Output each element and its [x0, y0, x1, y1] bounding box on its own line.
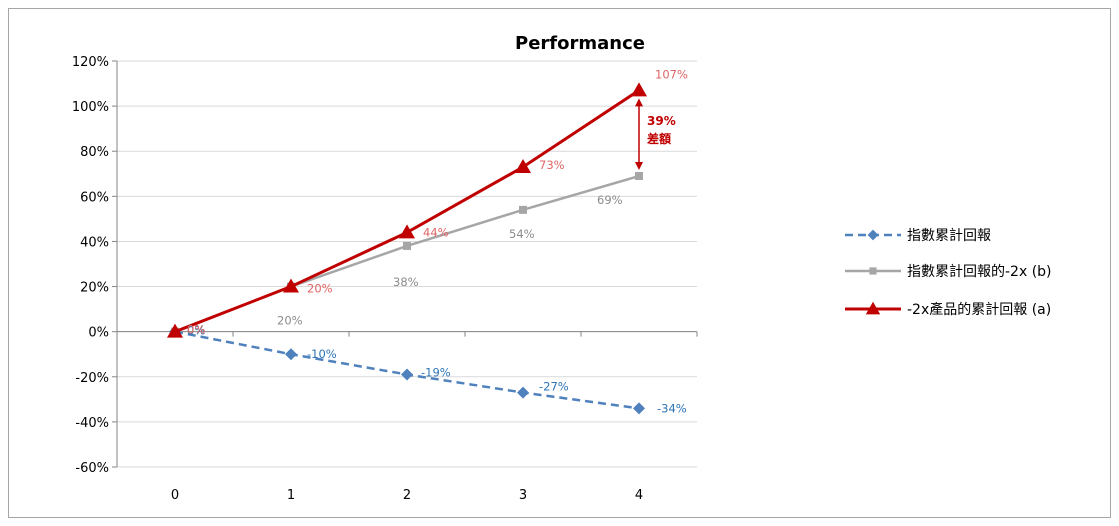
- data-label: -34%: [657, 401, 687, 415]
- series-line: [175, 90, 639, 331]
- x-tick-labels: 0 1 2 3 4: [171, 488, 643, 503]
- x-tick-label: 0: [171, 488, 179, 503]
- triangle-marker: [515, 159, 531, 173]
- diamond-marker: [285, 348, 297, 360]
- y-tick-label: 60%: [80, 190, 109, 205]
- difference-text: 差額: [646, 131, 671, 146]
- square-marker: [403, 242, 411, 250]
- square-marker: [635, 172, 643, 180]
- y-tick-label: 80%: [80, 145, 109, 160]
- y-tick-label: -60%: [75, 461, 109, 476]
- y-tick-label: 20%: [80, 281, 109, 296]
- data-label: 20%: [277, 314, 303, 328]
- data-label: 69%: [597, 193, 623, 207]
- series-lines: [167, 82, 647, 414]
- diamond-marker: [868, 230, 879, 241]
- legend-label: 指數累計回報: [907, 228, 991, 244]
- y-tick-label: 100%: [72, 100, 109, 115]
- x-tick-label: 1: [287, 488, 295, 503]
- legend-label: 指數累計回報的-2x (b): [907, 264, 1052, 280]
- data-label: -10%: [307, 347, 337, 361]
- diamond-marker: [517, 387, 529, 399]
- triangle-marker: [399, 224, 415, 238]
- data-label: 54%: [509, 227, 535, 241]
- triangle-marker: [631, 82, 647, 96]
- x-tick-label: 3: [519, 488, 527, 503]
- diamond-marker: [633, 402, 645, 414]
- data-label: -19%: [421, 366, 451, 380]
- data-label: 44%: [423, 225, 449, 239]
- diamond-marker: [401, 369, 413, 381]
- y-tick-labels: 120% 100% 80% 60% 40% 20% 0% -20% -40% -60%: [72, 55, 109, 476]
- y-tick-label: 40%: [80, 235, 109, 250]
- square-marker: [519, 206, 527, 214]
- y-tick-label: 0%: [88, 326, 109, 341]
- arrow-head-top: [635, 98, 643, 106]
- square-marker: [869, 267, 876, 274]
- data-label: 38%: [393, 275, 419, 289]
- data-label: -27%: [539, 380, 569, 394]
- data-label: 107%: [655, 67, 688, 81]
- difference-value: 39%: [647, 114, 676, 128]
- y-tick-label: -20%: [75, 371, 109, 386]
- chart-title: Performance: [515, 33, 645, 54]
- gridlines: [117, 61, 697, 467]
- data-label: 0%: [187, 323, 205, 337]
- difference-annotation: 39% 差額: [635, 98, 676, 170]
- y-tick-label: -40%: [75, 416, 109, 431]
- arrow-head-bottom: [635, 162, 643, 170]
- performance-chart: Performance 120%100%80%60%40%20%0%-20%-4…: [9, 9, 1112, 519]
- x-tick-label: 4: [635, 488, 643, 503]
- series-line: [175, 176, 639, 332]
- data-label: 20%: [307, 282, 333, 296]
- x-tick-label: 2: [403, 488, 411, 503]
- data-label: 73%: [539, 158, 565, 172]
- chart-frame: Performance 120% 100% 80% 60% 40% 20% 0% -20% -4…: [8, 8, 1111, 518]
- legend-label: -2x產品的累計回報 (a): [907, 301, 1051, 318]
- y-tick-label: 120%: [72, 55, 109, 70]
- axes: [112, 61, 697, 467]
